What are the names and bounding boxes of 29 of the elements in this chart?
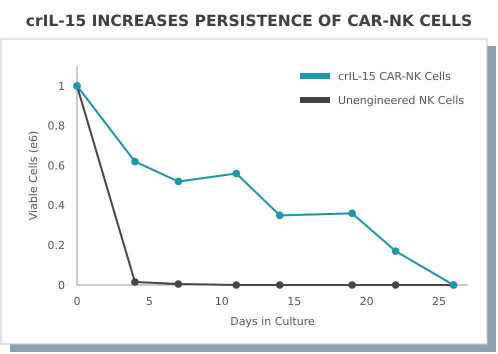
y-tick-label: 0.6 (48, 159, 65, 172)
legend-label: crIL-15 CAR-NK Cells (338, 70, 452, 83)
x-tick-label: 20 (360, 295, 374, 308)
point (348, 281, 356, 289)
point (348, 210, 356, 218)
point (131, 278, 139, 286)
x-tick-label: 15 (287, 295, 302, 308)
x-tick-label: 5 (146, 295, 153, 308)
y-tick-label: 0.2 (48, 239, 65, 252)
x-tick-label: 10 (214, 295, 229, 308)
point (276, 281, 284, 289)
point (392, 281, 400, 289)
point (232, 281, 240, 289)
point (131, 158, 139, 166)
x-tick-label: 0 (74, 295, 80, 308)
point (276, 212, 284, 220)
y-tick-label: 1 (58, 80, 65, 93)
point (232, 170, 240, 178)
point (174, 178, 182, 186)
x-axis-title: Days in Culture (230, 315, 315, 328)
point (392, 247, 400, 255)
x-tick-label: 25 (432, 295, 446, 308)
chart-title: crIL-15 INCREASES PERSISTENCE OF CAR-NK CELLS (26, 12, 472, 30)
legend-label: Unengineered NK Cells (338, 94, 464, 107)
y-tick-label: 0.8 (48, 120, 65, 133)
point (174, 280, 182, 288)
y-tick-label: 0 (58, 278, 65, 292)
y-tick-label: 0.4 (48, 199, 65, 212)
y-axis-title: Viable Cells (e6) (27, 130, 40, 220)
